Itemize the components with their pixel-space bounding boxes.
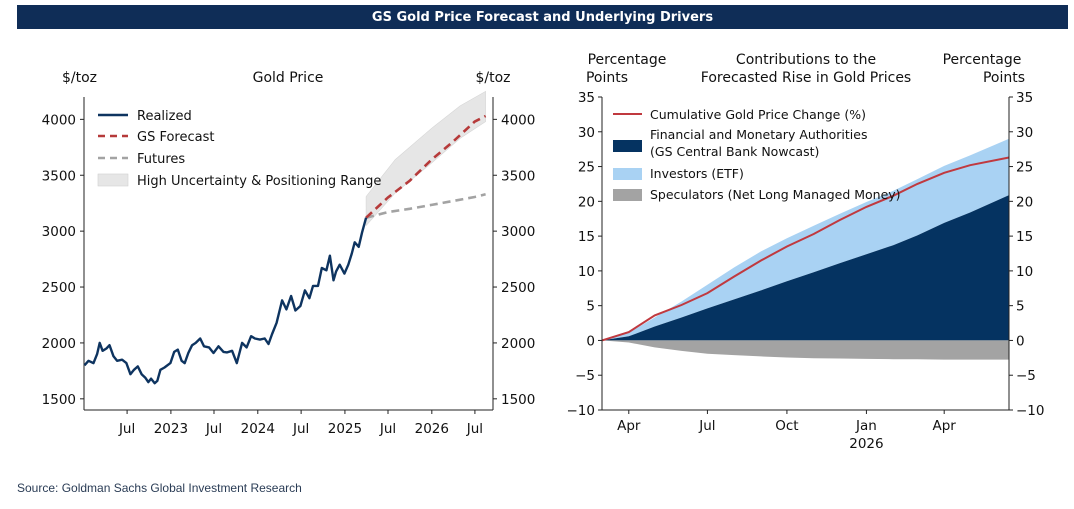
left-legend-label: GS Forecast xyxy=(137,130,214,145)
right-x-tick-sublabel: 2026 xyxy=(849,436,883,452)
left-y-axis-label-left: $/toz xyxy=(62,70,97,86)
right-y-tick-label-right: 20 xyxy=(1016,194,1033,210)
chart-title-bar: GS Gold Price Forecast and Underlying Dr… xyxy=(17,5,1068,29)
financial-authorities-area xyxy=(602,195,1009,341)
left-x-tick-label: Jul xyxy=(466,421,483,437)
right-y-tick-label-right: 25 xyxy=(1016,160,1033,176)
right-y-tick-label: −5 xyxy=(575,368,595,384)
left-y-tick-label: 4000 xyxy=(42,112,76,128)
right-legend-label: (GS Central Bank Nowcast) xyxy=(650,144,819,159)
right-y-tick-label: 20 xyxy=(578,194,595,210)
left-x-tick-label: 2025 xyxy=(328,421,362,437)
left-legend-label: Realized xyxy=(137,109,192,124)
left-legend-label: High Uncertainty & Positioning Range xyxy=(137,174,381,189)
right-y-tick-label: 30 xyxy=(578,125,595,141)
speculators-area xyxy=(602,340,1009,360)
right-chart-title-line2: Forecasted Rise in Gold Prices xyxy=(701,70,911,86)
right-x-tick-label: Apr xyxy=(933,418,957,434)
right-y-tick-label-right: 5 xyxy=(1016,299,1025,315)
right-legend-label: Financial and Monetary Authorities xyxy=(650,127,867,142)
right-x-tick-label: Jul xyxy=(698,418,715,434)
right-y-tick-label-right: 10 xyxy=(1016,264,1033,280)
left-y-tick-label-right: 4000 xyxy=(501,112,535,128)
left-y-tick-label-right: 1500 xyxy=(501,392,535,408)
right-y-axis-label-right-2: Points xyxy=(983,70,1025,86)
right-y-tick-label-right: 0 xyxy=(1016,333,1025,349)
left-y-tick-label: 3000 xyxy=(42,224,76,240)
right-legend-label: Speculators (Net Long Managed Money) xyxy=(650,187,901,202)
right-legend-swatch xyxy=(613,168,642,180)
right-legend-swatch xyxy=(613,189,642,201)
left-y-tick-label: 2500 xyxy=(42,280,76,296)
right-y-tick-label: 35 xyxy=(578,90,595,106)
right-y-axis-label-left-2: Points xyxy=(586,70,628,86)
left-y-tick-label: 2000 xyxy=(42,336,76,352)
right-y-tick-label-right: 30 xyxy=(1016,125,1033,141)
left-y-axis-label-right: $/toz xyxy=(475,70,510,86)
right-y-tick-label-right: 15 xyxy=(1016,229,1033,245)
left-legend-swatch xyxy=(97,173,129,187)
left-x-tick-label: 2026 xyxy=(415,421,449,437)
right-y-tick-label: 10 xyxy=(578,264,595,280)
left-y-tick-label: 3500 xyxy=(42,168,76,184)
gs-forecast-series-line xyxy=(365,114,487,219)
left-x-tick-label: Jul xyxy=(118,421,135,437)
right-legend-swatch xyxy=(613,140,642,152)
left-x-tick-label: 2024 xyxy=(241,421,275,437)
right-y-axis-label-left: Percentage xyxy=(588,52,667,68)
source-note: Source: Goldman Sachs Global Investment … xyxy=(17,481,302,495)
right-y-tick-label: 5 xyxy=(586,299,595,315)
right-y-tick-label: 0 xyxy=(586,333,595,349)
left-y-tick-label-right: 2000 xyxy=(501,336,535,352)
futures-series-line xyxy=(365,193,486,219)
left-x-tick-label: Jul xyxy=(379,421,396,437)
right-x-tick-label: Apr xyxy=(617,418,641,434)
left-y-tick-label-right: 3500 xyxy=(501,168,535,184)
cumulative-gold-price-change-line xyxy=(601,156,1010,342)
right-y-tick-label-right: −10 xyxy=(1016,403,1045,419)
right-y-axis-label-right: Percentage xyxy=(943,52,1022,68)
left-y-tick-label: 1500 xyxy=(42,392,76,408)
left-y-tick-label-right: 2500 xyxy=(501,280,535,296)
right-y-tick-label-right: −5 xyxy=(1016,368,1036,384)
left-x-tick-label: Jul xyxy=(292,421,309,437)
left-chart-title: Gold Price xyxy=(253,70,324,86)
left-x-tick-label: 2023 xyxy=(154,421,188,437)
right-y-tick-label-right: 35 xyxy=(1016,90,1033,106)
realized-series-line xyxy=(83,217,368,385)
page-title: GS Gold Price Forecast and Underlying Dr… xyxy=(371,9,714,25)
uncertainty-range-band xyxy=(365,90,486,227)
right-y-tick-label: −10 xyxy=(567,403,596,419)
left-legend-label: Futures xyxy=(137,152,185,167)
right-x-tick-label: Jan xyxy=(855,418,877,434)
right-y-tick-label: 25 xyxy=(578,160,595,176)
right-x-tick-label: Oct xyxy=(775,418,798,434)
left-x-tick-label: Jul xyxy=(205,421,222,437)
right-y-tick-label: 15 xyxy=(578,229,595,245)
left-y-tick-label-right: 3000 xyxy=(501,224,535,240)
right-legend-label: Investors (ETF) xyxy=(650,166,744,181)
right-legend-label: Cumulative Gold Price Change (%) xyxy=(650,107,866,122)
right-chart-title: Contributions to the xyxy=(736,52,876,68)
